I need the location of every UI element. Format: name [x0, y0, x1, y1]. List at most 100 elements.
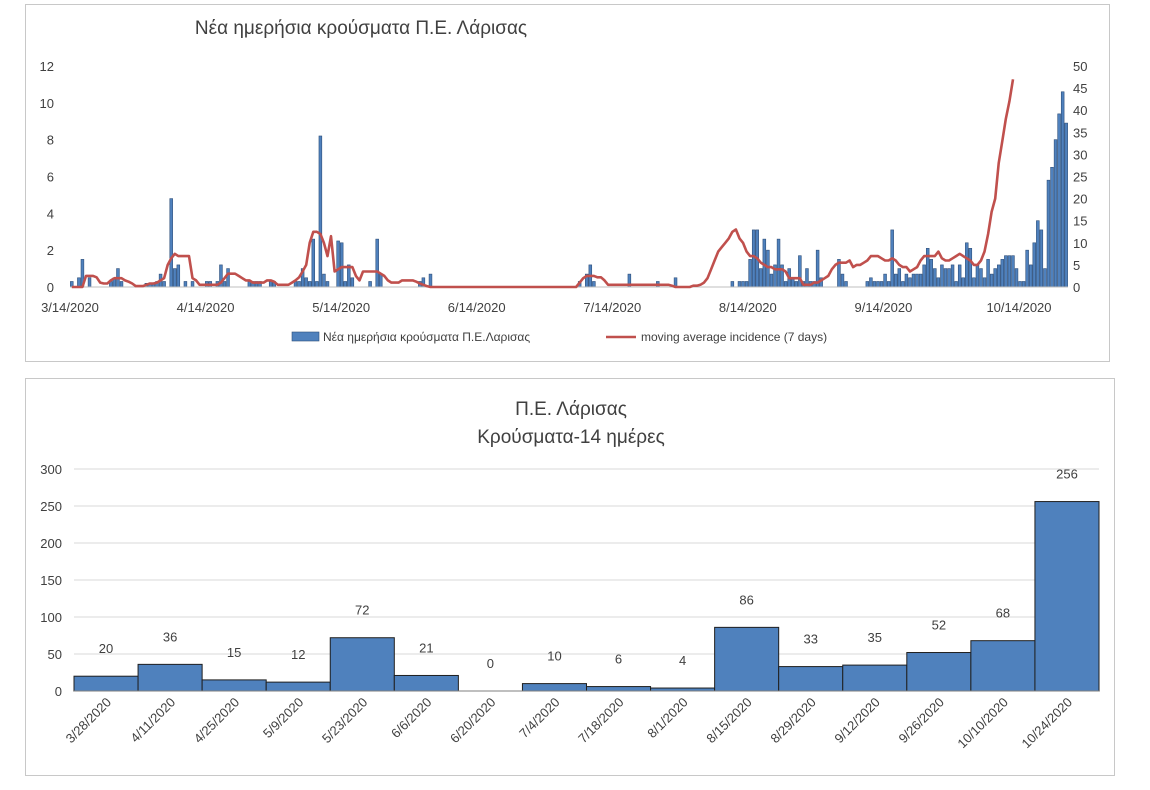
fortnight-case-bar [137, 663, 203, 692]
x-tick-label: 8/14/2020 [719, 300, 777, 315]
daily-case-bar [759, 268, 763, 288]
data-label: 52 [932, 618, 946, 633]
daily-case-bar [1046, 179, 1051, 288]
daily-case-bar [975, 264, 980, 288]
daily-case-bar [986, 259, 990, 288]
legend-bar-swatch [291, 331, 320, 342]
daily-case-bar [929, 259, 933, 288]
daily-case-bar [865, 281, 870, 288]
daily-case-bar [368, 281, 372, 288]
daily-case-bar [840, 273, 845, 288]
fortnight-case-bar [1034, 501, 1100, 692]
legend-line-label: moving average incidence (7 days) [641, 330, 827, 344]
daily-case-bar [730, 281, 735, 288]
daily-case-bar [1007, 255, 1012, 288]
daily-case-bar [1018, 281, 1022, 288]
x-tick-label: 3/14/2020 [41, 300, 99, 315]
y-left-tick-label: 0 [47, 280, 54, 295]
x-tick-label: 3/28/2020 [63, 695, 115, 747]
daily-case-bar [87, 277, 92, 288]
data-label: 35 [868, 630, 882, 645]
daily-case-bar [783, 281, 788, 288]
daily-case-bar [943, 268, 948, 288]
daily-case-bar [1053, 139, 1058, 288]
x-tick-label: 6/14/2020 [448, 300, 506, 315]
y-tick-label: 300 [40, 462, 62, 477]
fortnight-case-bar [73, 675, 139, 692]
daily-case-bar [1004, 255, 1008, 288]
fortnight-case-bar [393, 674, 459, 692]
daily-case-bar [744, 281, 749, 288]
daily-case-bar [1043, 268, 1047, 288]
x-tick-label: 9/26/2020 [895, 695, 947, 747]
y-tick-label: 50 [48, 647, 62, 662]
y-left-tick-label: 4 [47, 206, 54, 221]
daily-case-bar [904, 273, 909, 288]
y-right-tick-label: 5 [1073, 258, 1080, 273]
x-tick-label: 8/15/2020 [703, 695, 755, 747]
daily-case-bar [925, 248, 930, 288]
x-tick-label: 10/14/2020 [986, 300, 1051, 315]
daily-case-bar [1064, 122, 1068, 288]
fortnight-case-bar [201, 679, 267, 692]
x-tick-label: 9/12/2020 [831, 695, 883, 747]
daily-case-bar [322, 273, 326, 288]
chart-title: Νέα ημερήσια κρούσματα Π.Ε. Λάρισας [195, 18, 527, 39]
daily-case-bar [894, 273, 898, 288]
data-label: 72 [355, 603, 369, 618]
daily-case-bar [965, 242, 969, 288]
daily-case-bar [844, 281, 848, 288]
daily-case-bar [954, 281, 958, 288]
daily-case-bar [77, 277, 81, 288]
y-tick-label: 150 [40, 573, 62, 588]
daily-case-bar [936, 277, 941, 288]
moving-average-line [71, 79, 1015, 289]
daily-case-bar [190, 281, 195, 288]
daily-case-bar [350, 277, 355, 288]
daily-case-bar [162, 281, 166, 288]
daily-case-bar [592, 281, 596, 288]
daily-case-bar [1014, 268, 1019, 288]
daily-case-bar [375, 238, 379, 288]
daily-case-bar [911, 273, 916, 288]
daily-cases-chart-panel: Νέα ημερήσια κρούσματα Π.Ε. Λάρισας 0 2 4 6 8… [25, 4, 1110, 362]
fortnight-case-bar [586, 686, 652, 692]
y-tick-label: 250 [40, 499, 62, 514]
daily-case-bar [950, 264, 955, 288]
daily-case-bar [741, 281, 745, 288]
y-right-tick-label: 15 [1073, 214, 1087, 229]
daily-case-bar [897, 268, 902, 288]
y-tick-label: 200 [40, 536, 62, 551]
daily-case-bar [940, 264, 944, 288]
y-tick-label: 100 [40, 610, 62, 625]
data-label: 68 [996, 606, 1010, 621]
data-label: 20 [99, 641, 113, 656]
daily-case-bar [339, 242, 344, 288]
daily-case-bar [1011, 255, 1015, 288]
daily-case-bar [989, 273, 994, 288]
daily-case-bar [1057, 113, 1061, 288]
x-tick-label: 4/11/2020 [127, 695, 178, 746]
data-label: 15 [227, 645, 241, 660]
daily-case-bar [766, 249, 770, 288]
daily-case-bar [879, 281, 884, 288]
legend-bar-label: Νέα ημερήσια κρούσματα Π.Ε.Λαρισας [323, 330, 530, 344]
daily-case-bar [336, 240, 340, 288]
y-right-tick-label: 50 [1073, 59, 1087, 74]
data-label: 36 [163, 629, 177, 644]
daily-case-bar [428, 273, 433, 288]
chart-subtitle: Κρούσματα-14 ημέρες [477, 427, 664, 448]
x-tick-label: 10/10/2020 [954, 695, 1011, 752]
daily-case-bar [226, 268, 230, 288]
daily-case-bar [748, 259, 752, 288]
daily-case-bar [1032, 242, 1036, 288]
y-tick-label: 0 [55, 684, 62, 699]
fortnight-case-bar [842, 664, 908, 692]
daily-case-bar [1060, 91, 1065, 288]
daily-case-bar [918, 273, 923, 288]
fortnight-case-bar [521, 683, 587, 692]
daily-case-bar [997, 264, 1001, 288]
x-tick-label: 5/9/2020 [260, 695, 306, 741]
daily-case-bar [769, 273, 774, 288]
